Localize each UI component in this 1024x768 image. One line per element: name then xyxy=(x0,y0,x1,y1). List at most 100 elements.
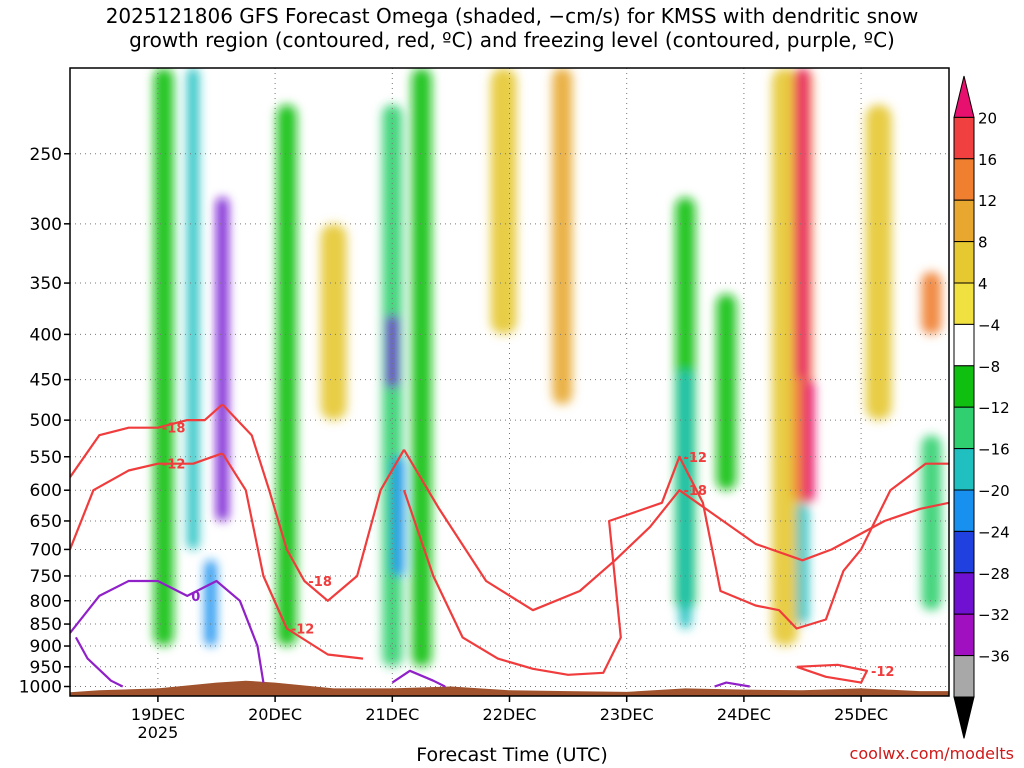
colorbar-label-6: −8 xyxy=(978,358,1000,376)
omega-feature-11 xyxy=(552,68,573,405)
freezing-contour-0 xyxy=(70,579,265,683)
y-tick-label-750: 750 xyxy=(30,567,62,587)
colorbar-label-1: 16 xyxy=(978,151,997,169)
y-tick-label-600: 600 xyxy=(30,481,62,501)
colorbar-bottom-arrow xyxy=(953,696,975,739)
x-tick-label-20: 20DEC xyxy=(248,705,302,724)
omega-feature-3 xyxy=(204,560,217,647)
x-tick-sublabel-19: 2025 xyxy=(138,723,179,742)
contour-layer: -18 -12 -18 -12 -18 -12 -12 0 xyxy=(70,403,949,688)
y-tick-label-450: 450 xyxy=(30,371,62,391)
y-tick-label-700: 700 xyxy=(30,540,62,560)
omega-feature-13 xyxy=(679,371,692,629)
chart-title-line-1: 2025121806 GFS Forecast Omega (shaded, −… xyxy=(105,4,919,28)
chart-title: 2025121806 GFS Forecast Omega (shaded, −… xyxy=(0,4,1024,52)
x-tick-label-23: 23DEC xyxy=(600,705,654,724)
freezing-contour-0-label: 0 xyxy=(191,590,200,605)
y-tick-label-400: 400 xyxy=(30,325,62,345)
y-tick-label-500: 500 xyxy=(30,411,62,431)
dgz-contour-5 xyxy=(402,455,949,676)
x-tick-label-19: 19DEC xyxy=(131,705,185,724)
colorbar-label-3: 8 xyxy=(978,234,988,252)
dgz-contour-4-label: -18 xyxy=(683,484,707,499)
y-tick-label-950: 950 xyxy=(30,658,62,678)
terrain-layer xyxy=(70,680,949,696)
dgz-contour-6-label: -12 xyxy=(871,665,895,680)
y-tick-label-250: 250 xyxy=(30,145,62,165)
omega-feature-7 xyxy=(386,314,399,389)
omega-feature-8 xyxy=(392,456,405,576)
x-tick-label-24: 24DEC xyxy=(717,705,771,724)
omega-feature-4 xyxy=(276,104,297,647)
omega-feature-17 xyxy=(796,68,809,380)
chart-title-line-2: growth region (contoured, red, ºC) and f… xyxy=(129,28,895,52)
y-tick-label-900: 900 xyxy=(30,637,62,657)
dgz-contour-4 xyxy=(403,449,949,612)
colorbar-swatch-3 xyxy=(953,199,975,243)
omega-feature-19 xyxy=(796,502,809,625)
y-tick-label-550: 550 xyxy=(30,448,62,468)
colorbar-swatch-10 xyxy=(953,489,975,532)
x-tick-label-25: 25DEC xyxy=(834,705,888,724)
colorbar-swatch-14 xyxy=(953,655,975,698)
freezing-contour-2 xyxy=(391,669,446,688)
colorbar-label-0: 20 xyxy=(978,109,997,127)
dgz-contour-2 xyxy=(221,403,405,602)
colorbar-label-8: −16 xyxy=(978,441,1010,459)
colorbar-swatch-1 xyxy=(953,116,975,160)
omega-feature-10 xyxy=(490,68,517,335)
colorbar-swatch-5 xyxy=(953,282,975,325)
y-tick-label-800: 800 xyxy=(30,592,62,612)
colorbar-label-2: 12 xyxy=(978,192,997,210)
colorbar-swatch-12 xyxy=(953,572,975,615)
freezing-contour-3 xyxy=(714,681,750,688)
terrain-surface xyxy=(70,680,949,696)
colorbar-swatch-2 xyxy=(953,158,975,201)
colorbar-label-9: −20 xyxy=(978,482,1010,500)
omega-feature-0 xyxy=(153,68,174,647)
omega-feature-22 xyxy=(921,435,942,611)
colorbar-swatch-6 xyxy=(953,323,975,367)
omega-shading-layer xyxy=(153,68,942,667)
omega-feature-2 xyxy=(216,197,229,521)
dgz-contour-5-label: -12 xyxy=(683,451,707,466)
omega-feature-15 xyxy=(771,68,798,647)
dgz-contour-6 xyxy=(796,663,869,684)
y-axis: 2503003504004505005506006507007508008509… xyxy=(19,145,70,698)
y-tick-label-300: 300 xyxy=(30,215,62,235)
colorbar-swatch-8 xyxy=(953,406,975,450)
colorbar-swatch-13 xyxy=(953,613,975,657)
colorbar-label-5: −4 xyxy=(978,316,1000,334)
dgz-contour-2-label: -18 xyxy=(308,575,332,590)
x-tick-label-22: 22DEC xyxy=(483,705,537,724)
y-tick-label-350: 350 xyxy=(30,274,62,294)
dgz-contour-0 xyxy=(70,403,224,478)
colorbar-swatch-11 xyxy=(953,530,975,574)
colorbar-label-7: −12 xyxy=(978,399,1010,417)
y-tick-label-1000: 1000 xyxy=(19,678,62,698)
freezing-contour-1 xyxy=(74,636,124,688)
omega-feature-1 xyxy=(187,68,200,550)
omega-feature-9 xyxy=(411,68,432,667)
omega-feature-18 xyxy=(802,379,815,503)
dgz-contour-3-label: -12 xyxy=(291,623,315,638)
colorbar-label-4: 4 xyxy=(978,275,988,293)
dgz-contour-1 xyxy=(70,452,223,550)
colorbar-label-11: −28 xyxy=(978,565,1010,583)
colorbar-top-arrow xyxy=(953,75,975,118)
colorbar: 20 16 12 8 4 −4 −8 −12 −16 −20 −24 −28 −32 −36 xyxy=(953,75,1010,739)
colorbar-label-13: −36 xyxy=(978,648,1010,666)
colorbar-swatch-4 xyxy=(953,241,975,284)
y-tick-label-650: 650 xyxy=(30,512,62,532)
dgz-contour-3 xyxy=(221,452,364,660)
colorbar-swatch-7 xyxy=(953,365,975,408)
colorbar-label-12: −32 xyxy=(978,606,1010,624)
colorbar-swatch-9 xyxy=(953,448,975,491)
omega-feature-20 xyxy=(865,104,892,421)
dgz-contour-0-label: -18 xyxy=(162,422,186,437)
y-tick-label-850: 850 xyxy=(30,615,62,635)
colorbar-label-10: −24 xyxy=(978,523,1010,541)
dgz-contour-1-label: -12 xyxy=(162,458,186,473)
